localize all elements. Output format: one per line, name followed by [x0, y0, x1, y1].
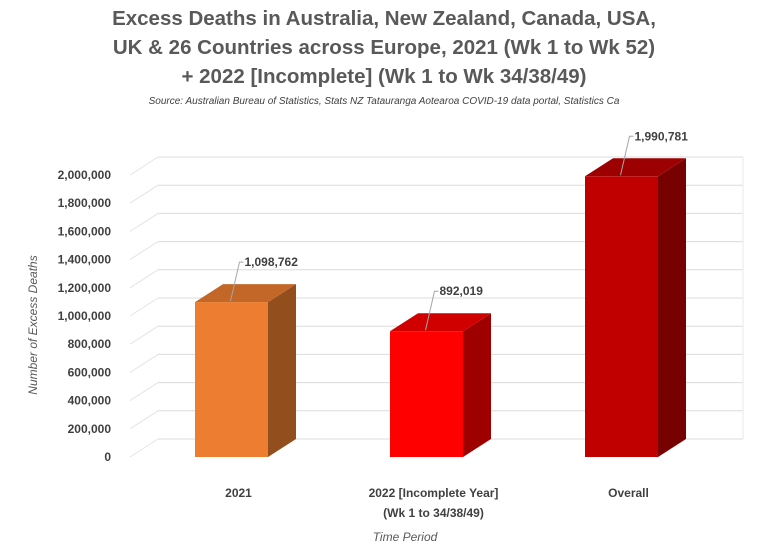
gridline-diagonal: [129, 184, 159, 204]
gridline-diagonal: [129, 353, 159, 373]
bar: [585, 158, 686, 458]
y-tick-label: 0: [104, 450, 111, 464]
data-label: 1,098,762: [230, 255, 299, 302]
leader-line: [425, 290, 439, 331]
gridline-diagonal: [129, 241, 159, 261]
bars: [195, 158, 686, 458]
gridline-diagonal: [129, 212, 159, 232]
x-tick-label-line: (Wk 1 to 34/38/49): [383, 506, 484, 520]
chart-title-line: Excess Deaths in Australia, New Zealand,…: [112, 7, 656, 30]
x-axis-categories: 2021 2022 [Incomplete Year] (Wk 1 to 34/38…: [225, 486, 649, 520]
x-tick-label-line: 2021: [225, 486, 252, 500]
chart-title-line: UK & 26 Countries across Europe, 2021 (W…: [112, 36, 656, 59]
data-label-text: 1,098,762: [245, 255, 299, 269]
y-tick-label: 1,800,000: [58, 196, 112, 210]
y-axis-label: Number of Excess Deaths: [26, 255, 40, 394]
bar-top: [390, 313, 491, 332]
bar-front: [195, 302, 268, 457]
chart-title-line: + 2022 [Incomplete] (Wk 1 to Wk 34/38/49…: [181, 65, 587, 88]
y-tick-label: 1,000,000: [58, 309, 112, 323]
y-tick-label: 200,000: [68, 422, 112, 436]
bar-side: [268, 284, 296, 457]
bar-side: [658, 158, 686, 458]
gridline-diagonal: [129, 438, 159, 458]
y-tick-label: 400,000: [68, 394, 112, 408]
gridline-diagonal: [129, 325, 159, 345]
bar-front: [585, 176, 658, 458]
data-label: 892,019: [425, 284, 484, 331]
bar-side: [463, 313, 491, 457]
data-label: 1,990,781: [620, 129, 689, 176]
y-tick-label: 1,600,000: [58, 224, 112, 238]
y-tick-label: 2,000,000: [58, 168, 112, 182]
chart-source: Source: Australian Bureau of Statistics,…: [148, 96, 620, 107]
y-tick-label: 1,400,000: [58, 253, 112, 267]
data-label-text: 892,019: [440, 284, 484, 298]
gridline-diagonal: [129, 297, 159, 317]
gridline-diagonal: [129, 410, 159, 430]
x-tick-label: 2022 [Incomplete Year] (Wk 1 to 34/38/49): [369, 486, 499, 520]
chart-title: Excess Deaths in Australia, New Zealand,…: [0, 4, 768, 91]
x-tick-label: Overall: [608, 486, 649, 500]
x-tick-label-line: 2022 [Incomplete Year]: [369, 486, 499, 500]
data-labels: 1,098,762 892,019 1,990,781: [230, 129, 689, 331]
bar-top: [585, 158, 686, 177]
x-tick-label-line: Overall: [608, 486, 649, 500]
bar: [390, 313, 491, 457]
gridline-diagonal: [129, 269, 159, 289]
y-tick-label: 600,000: [68, 365, 112, 379]
leader-line: [230, 261, 244, 302]
y-tick-label: 1,200,000: [58, 281, 112, 295]
y-tick-label: 800,000: [68, 337, 112, 351]
gridline-diagonal: [129, 382, 159, 402]
bar-front: [390, 331, 463, 457]
data-label-text: 1,990,781: [635, 129, 689, 143]
bar-top: [195, 284, 296, 303]
bar: [195, 284, 296, 457]
y-axis-ticks: 0 200,000 400,000 600,000 800,000 1,000,000 1,…: [58, 168, 112, 464]
x-axis-label: Time Period: [373, 530, 438, 544]
gridline-diagonal: [129, 156, 159, 176]
x-tick-label: 2021: [225, 486, 252, 500]
leader-line: [620, 135, 634, 176]
